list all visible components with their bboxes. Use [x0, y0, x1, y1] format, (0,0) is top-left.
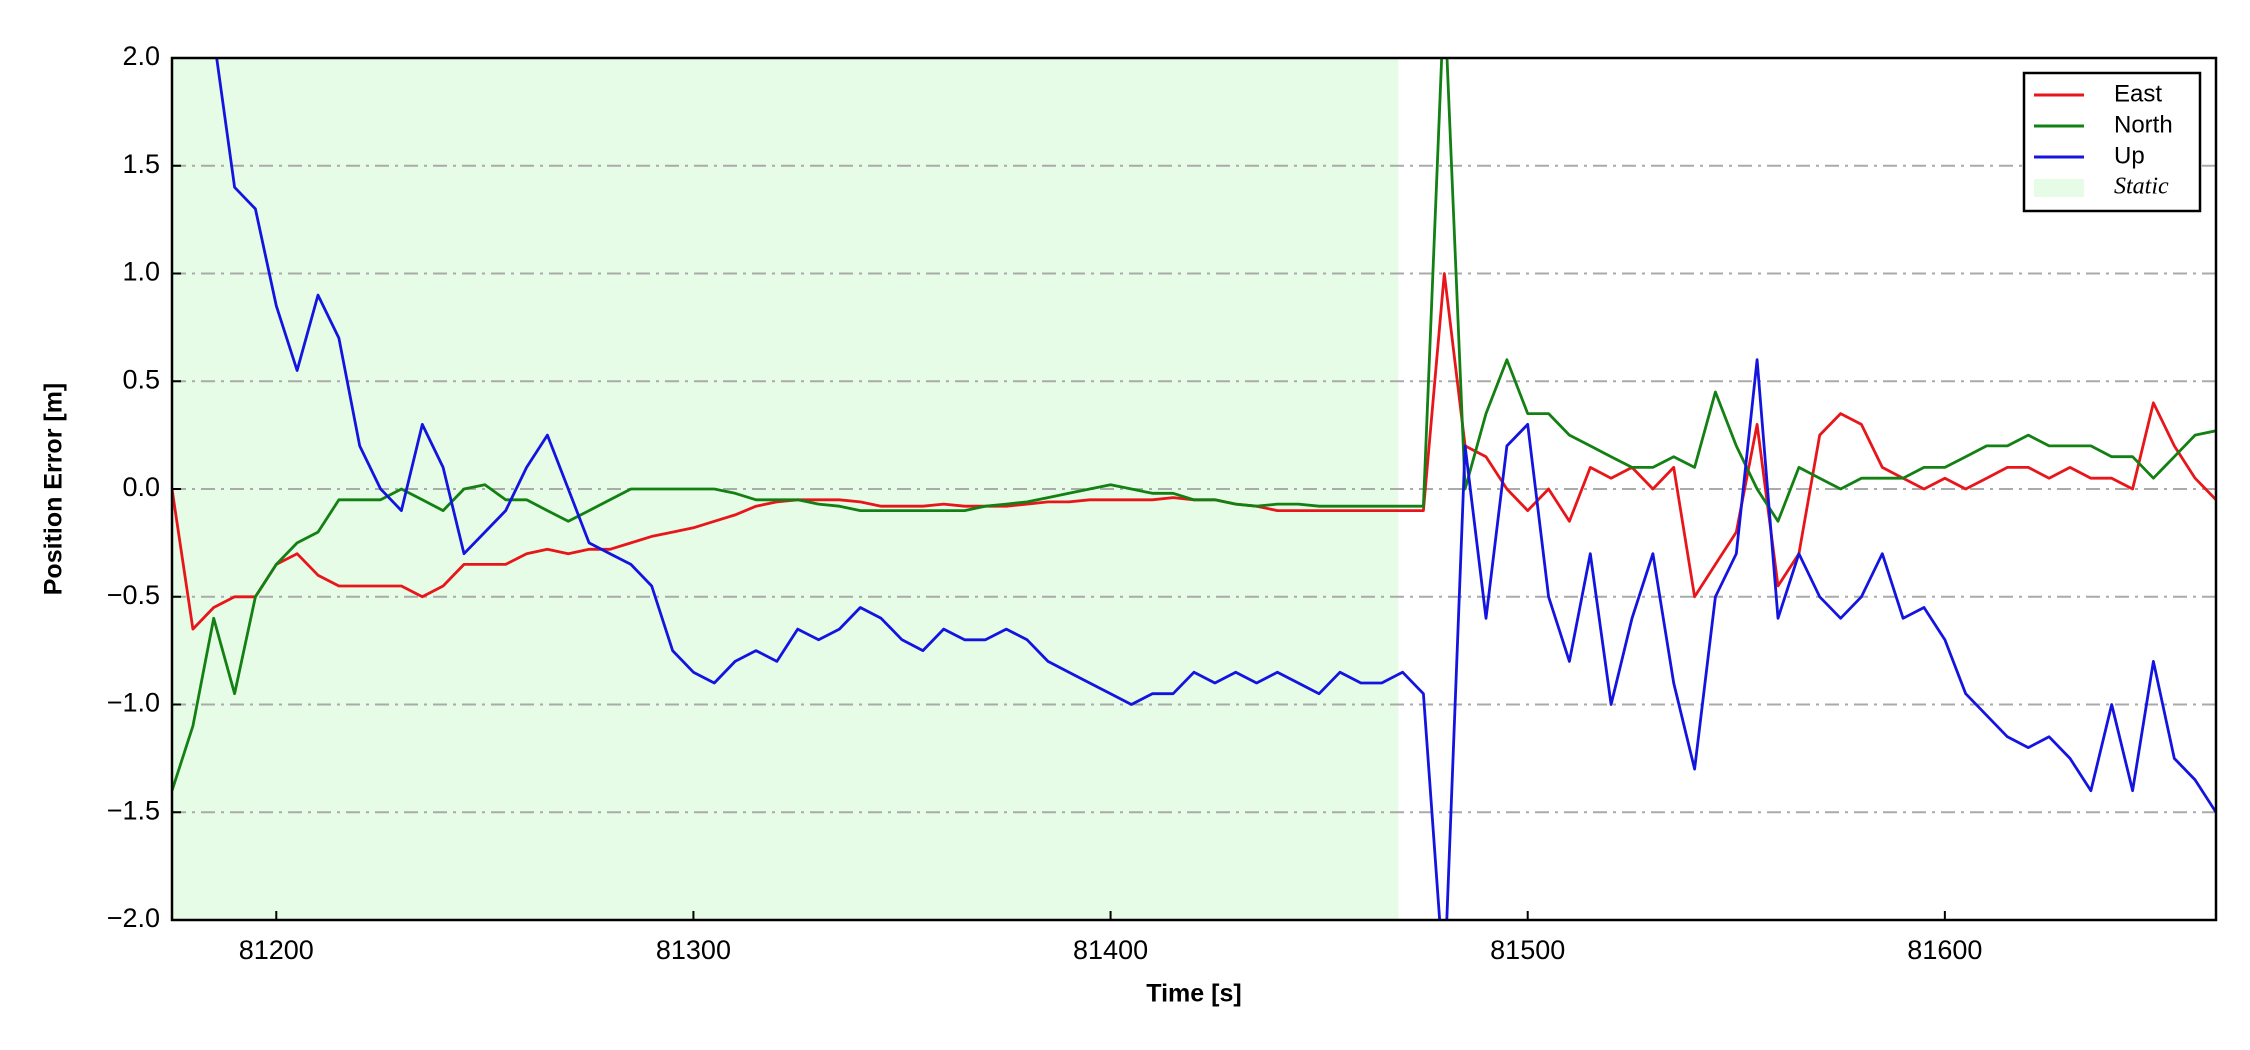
x-tick-label: 81600	[1907, 935, 1982, 965]
legend: East North Up Static	[2022, 71, 2202, 213]
legend-label: North	[2114, 111, 2173, 138]
y-tick-label: 0.5	[122, 364, 160, 394]
y-axis-title: Position Error [m]	[40, 383, 68, 596]
x-axis-title: Time [s]	[1146, 980, 1241, 1008]
x-tick-label: 81500	[1490, 935, 1565, 965]
legend-label: East	[2114, 80, 2162, 107]
x-tick-label: 81400	[1073, 935, 1148, 965]
y-tick-label: 1.5	[122, 149, 160, 179]
y-tick-label: 2.0	[122, 41, 160, 71]
x-tick-label: 81300	[656, 935, 731, 965]
series-line	[215, 58, 2216, 920]
legend-label: Up	[2114, 142, 2145, 169]
lines	[172, 58, 2216, 920]
y-tick-label: −0.5	[107, 580, 160, 610]
axes: 2.0 1.5 1.0 0.5 0.0 −0.5 −1.0 −1.5 −2.0 81200 8130…	[107, 41, 1983, 965]
y-tick-label: −2.0	[107, 903, 160, 933]
y-tick-label: −1.5	[107, 795, 160, 825]
legend-label: Static	[2114, 174, 2169, 200]
y-tick-label: −1.0	[107, 688, 160, 718]
y-tick-label: 0.0	[122, 472, 160, 502]
y-tick-label: 1.0	[122, 257, 160, 287]
legend-swatch	[2034, 179, 2084, 197]
series-line	[172, 58, 2216, 792]
x-tick-label: 81200	[239, 935, 314, 965]
